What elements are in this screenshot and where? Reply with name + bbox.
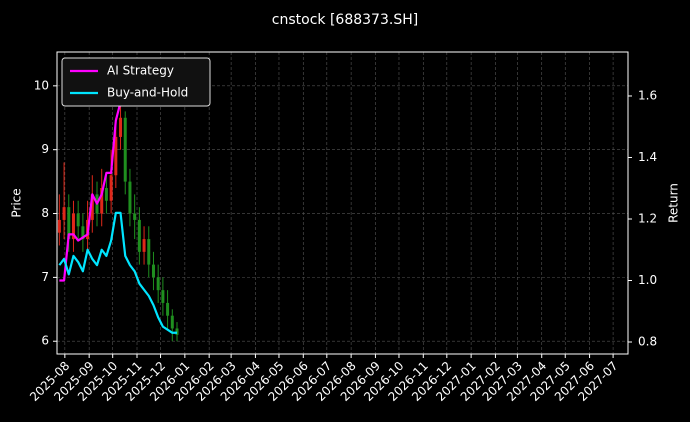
chart-title: cnstock [688373.SH] <box>272 12 418 28</box>
candle-body <box>161 290 165 303</box>
candle-body <box>133 213 137 220</box>
candle-body <box>81 226 85 240</box>
candle-body <box>100 187 104 214</box>
plot-frame <box>56 51 629 355</box>
candle-body <box>151 264 155 278</box>
candle-body <box>57 219 61 233</box>
candle-body <box>71 213 75 240</box>
candle-body <box>142 239 146 252</box>
legend-label: AI Strategy <box>107 64 174 78</box>
candle-body <box>123 117 127 182</box>
y-tick-label: 10 <box>34 78 49 92</box>
legend-label: Buy-and-Hold <box>107 86 188 100</box>
legend: AI Strategy Buy-and-Hold <box>61 57 211 107</box>
candle-body <box>166 302 170 316</box>
y-tick-label: 9 <box>41 142 49 156</box>
candle-body <box>62 207 66 220</box>
y-tick-label: 6 <box>41 334 49 348</box>
y-tick-label: 8 <box>41 206 49 220</box>
candle-body <box>109 175 113 201</box>
candle-body <box>170 315 174 329</box>
candle-body <box>104 187 108 201</box>
return-line <box>59 94 177 282</box>
candle-body <box>156 277 160 291</box>
candle-body <box>119 117 123 137</box>
y2-tick-label: 1.6 <box>638 88 657 102</box>
legend-box <box>61 57 211 107</box>
y2-tick-label: 1.2 <box>638 211 657 225</box>
candle-body <box>147 239 151 265</box>
return-line <box>58 211 177 334</box>
candle-body <box>137 219 141 252</box>
y2-tick-label: 0.8 <box>638 335 657 349</box>
candle-body <box>175 328 179 335</box>
candle-body <box>76 213 80 227</box>
candle-body <box>114 136 118 176</box>
candle-body <box>90 194 94 220</box>
y-axis-label: Price <box>10 188 24 217</box>
y2-axis-label: Return <box>667 183 681 223</box>
y-tick-label: 7 <box>41 270 49 284</box>
y2-tick-label: 1.4 <box>638 150 657 164</box>
y2-tick-label: 1.0 <box>638 273 657 287</box>
candle-body <box>67 207 71 240</box>
candle-body <box>128 181 132 214</box>
